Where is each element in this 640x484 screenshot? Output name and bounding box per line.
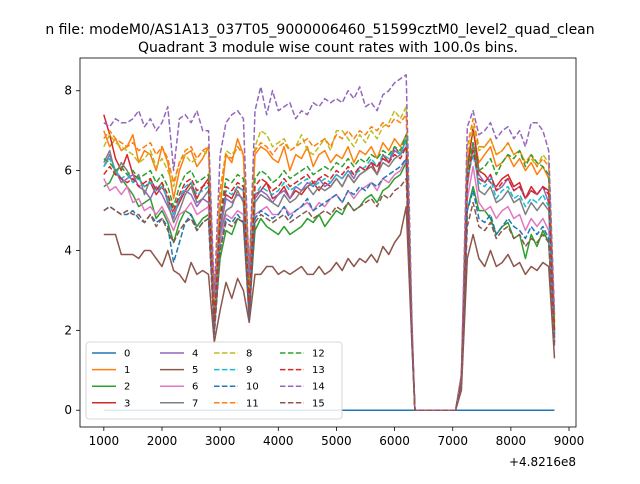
legend-label-1: 1 <box>124 365 130 376</box>
y-tick-label: 8 <box>64 84 72 98</box>
plot-area <box>103 74 556 411</box>
series-line-13 <box>103 145 556 411</box>
series-line-1 <box>103 129 556 411</box>
figure-suptitle: n file: modeM0/AS1A13_037T05_9000006460_… <box>45 22 594 38</box>
legend-label-8: 8 <box>246 349 252 360</box>
x-tick-label: 4000 <box>263 434 294 448</box>
series-line-7 <box>103 137 556 411</box>
series-line-8 <box>103 105 556 411</box>
legend-label-3: 3 <box>124 398 130 409</box>
x-tick-label: 5000 <box>321 434 352 448</box>
x-tick-label: 2000 <box>147 434 178 448</box>
legend-label-5: 5 <box>192 365 198 376</box>
series-line-5 <box>103 205 556 411</box>
x-tick-label: 9000 <box>554 434 585 448</box>
x-tick-label: 7000 <box>437 434 468 448</box>
legend-label-2: 2 <box>124 382 130 393</box>
axes: 1000 2000 3000 4000 5000 6000 7000 8000 9000 0 2 4 6… <box>64 57 585 448</box>
x-tick-label: 8000 <box>496 434 527 448</box>
y-tick-label: 6 <box>64 164 72 178</box>
legend-label-14: 14 <box>312 382 325 393</box>
x-offset-text: +4.8216e8 <box>509 455 576 469</box>
y-tick-label: 0 <box>64 403 72 417</box>
x-tick-label: 6000 <box>379 434 410 448</box>
legend-label-11: 11 <box>246 398 259 409</box>
legend-label-0: 0 <box>124 349 130 360</box>
x-tick-label: 1000 <box>89 434 120 448</box>
legend-label-15: 15 <box>312 398 325 409</box>
y-tick-label: 2 <box>64 323 72 337</box>
x-tick-label: 3000 <box>205 434 236 448</box>
series-line-15 <box>103 177 556 411</box>
legend-label-7: 7 <box>192 398 198 409</box>
y-tick-label: 4 <box>64 243 72 257</box>
legend-label-10: 10 <box>246 382 259 393</box>
axes-frame <box>79 57 577 428</box>
legend-label-12: 12 <box>312 349 325 360</box>
series-line-14 <box>103 74 556 411</box>
legend-label-4: 4 <box>192 349 198 360</box>
chart-title: Quadrant 3 module wise count rates with … <box>138 40 518 56</box>
series-line-4 <box>103 141 556 411</box>
legend-label-6: 6 <box>192 382 198 393</box>
series-line-12 <box>103 133 556 411</box>
legend-label-9: 9 <box>246 365 252 376</box>
legend-label-13: 13 <box>312 365 325 376</box>
legend-box <box>85 341 343 420</box>
series-line-9 <box>103 137 556 411</box>
series-line-10 <box>103 157 556 411</box>
